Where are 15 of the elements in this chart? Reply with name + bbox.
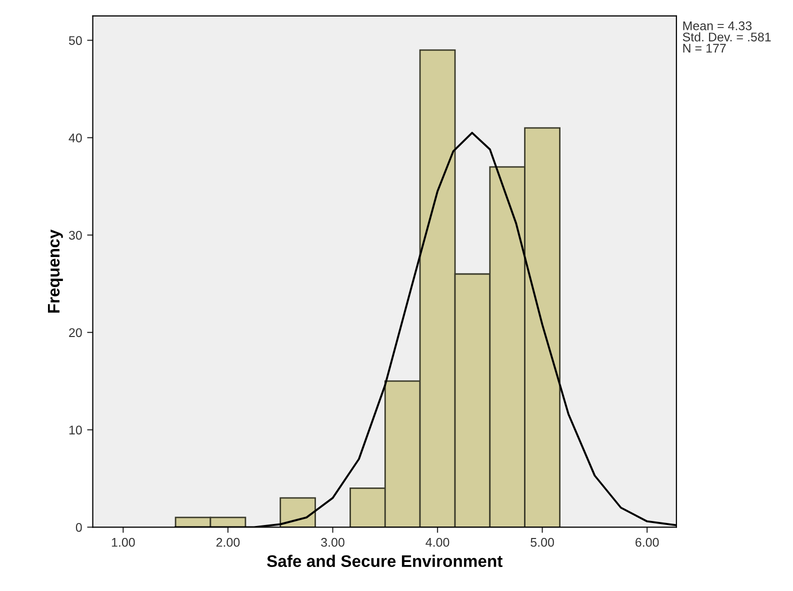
x-tick-label: 4.00 [426, 538, 450, 547]
x-tick-label: 1.00 [112, 538, 135, 547]
x-tick-label: 2.00 [216, 538, 240, 547]
y-tick-label: 50 [68, 36, 82, 45]
x-tick-label: 6.00 [636, 538, 659, 547]
y-axis-title: Frequency [48, 230, 63, 313]
x-tick-label: 5.00 [530, 538, 554, 547]
y-tick-label: 0 [76, 522, 82, 532]
x-axis-title: Safe and Secure Environment [267, 554, 502, 568]
text: Mean = 4.33 Std. Dev. = .581 N = 177 [682, 21, 771, 53]
y-tick-label: 20 [69, 328, 82, 338]
y-tick-label: 10 [69, 426, 82, 434]
y-tick-label: 40 [68, 133, 82, 142]
x-tick-label: 3.00 [321, 538, 344, 547]
y-tick-label: 30 [68, 230, 82, 240]
